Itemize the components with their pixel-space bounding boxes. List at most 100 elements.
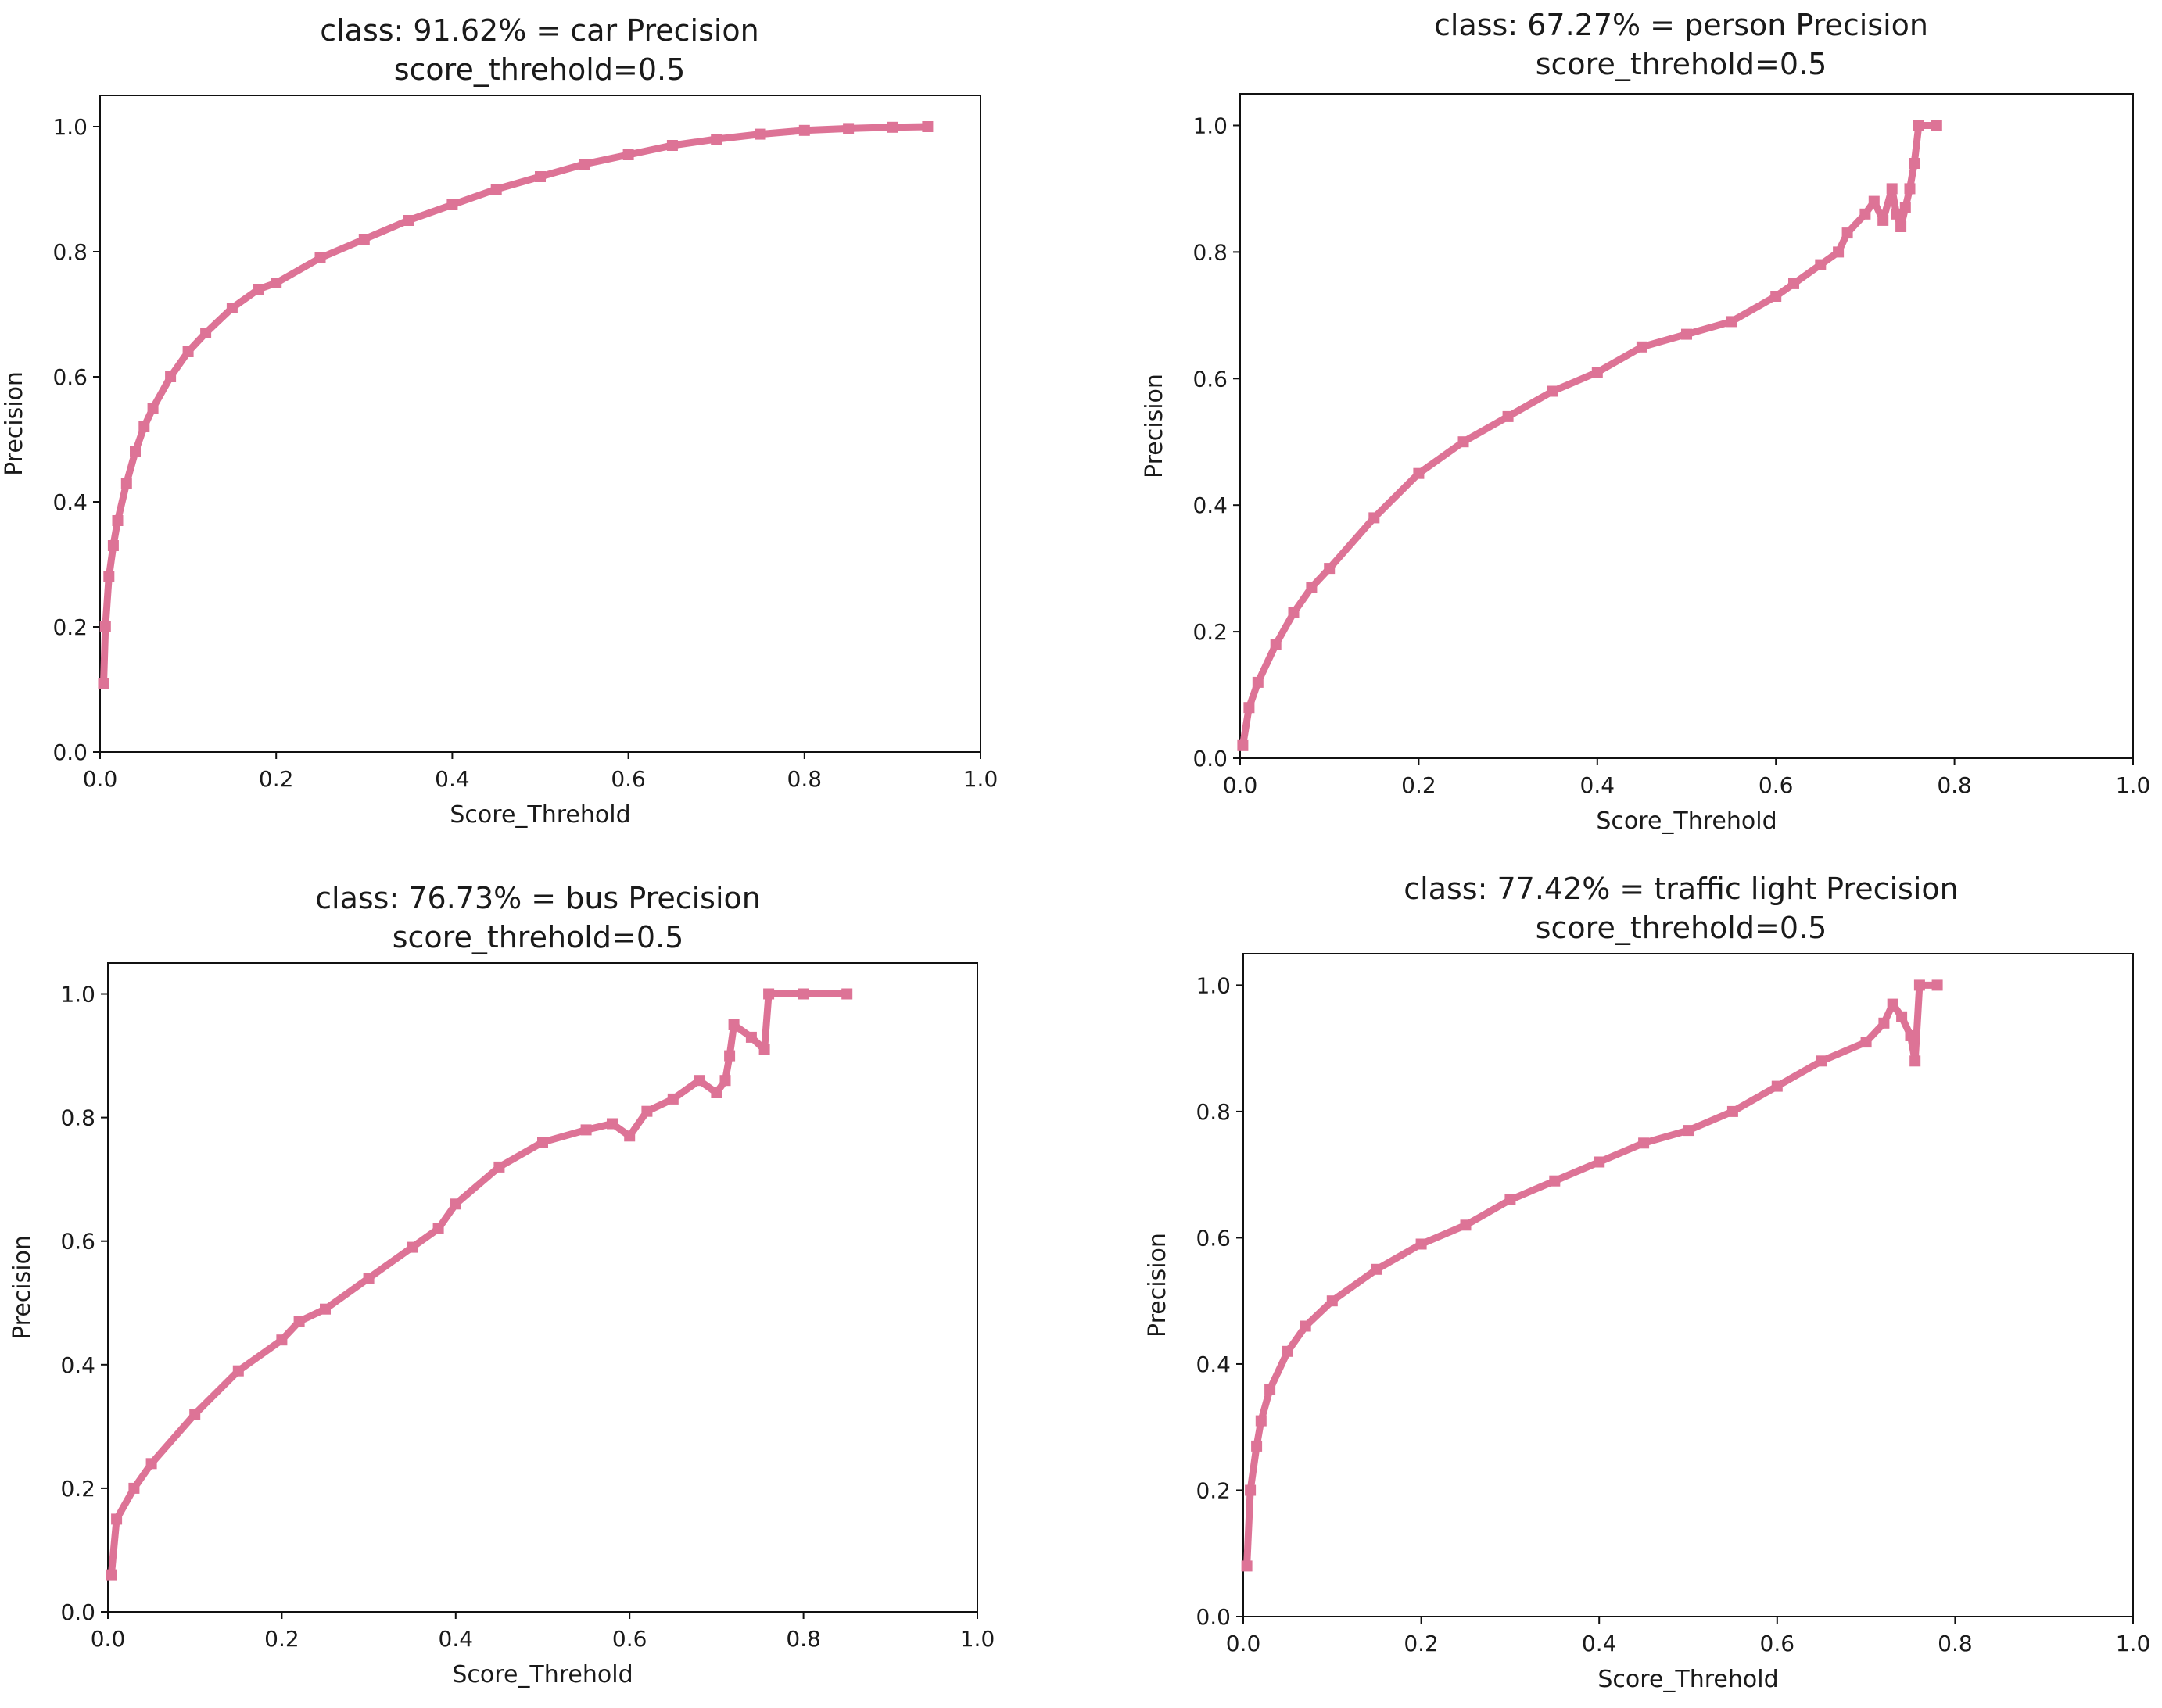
x-tick-label: 0.4 <box>439 1626 474 1652</box>
data-point <box>111 1513 123 1525</box>
x-axis-label: Score_Threhold <box>450 801 630 829</box>
data-point <box>1413 467 1425 479</box>
data-point <box>1264 1384 1276 1395</box>
data-point <box>1913 979 1925 991</box>
y-tick-label: 0.6 <box>1192 366 1228 392</box>
x-tick-label: 1.0 <box>963 766 999 792</box>
data-point <box>1683 1125 1694 1137</box>
y-tick-label: 0.0 <box>52 739 88 765</box>
chart-panel-bus: class: 76.73% = bus Precision score_threh… <box>9 881 995 1688</box>
data-point <box>1504 1194 1516 1205</box>
data-point <box>226 303 238 313</box>
chart-title: class: 91.62% = car Precision <box>320 13 759 48</box>
chart-panel-traffic-light: class: 77.42% = traffic light Precision s… <box>1144 872 2150 1693</box>
x-axis-label: Score_Threhold <box>1597 1666 1778 1693</box>
y-tick-label: 1.0 <box>1192 113 1228 138</box>
data-point <box>798 124 810 136</box>
x-tick-label: 0.4 <box>1580 772 1615 798</box>
y-tick-label: 0.6 <box>1196 1225 1231 1251</box>
y-tick-label: 0.0 <box>1196 1604 1231 1630</box>
x-tick-label: 0.6 <box>1759 772 1794 798</box>
data-point <box>1415 1238 1427 1250</box>
y-tick-label: 0.4 <box>52 489 88 515</box>
series-line-traffic-light <box>1243 981 1941 1570</box>
x-tick-label: 0.8 <box>787 766 823 792</box>
data-point <box>667 1093 679 1105</box>
data-point <box>363 1273 375 1284</box>
data-point <box>232 1365 244 1377</box>
data-point <box>758 1044 770 1055</box>
data-point <box>1243 702 1255 714</box>
data-point <box>314 252 326 263</box>
data-point <box>843 123 855 134</box>
axes-frame <box>1239 93 2134 759</box>
data-point <box>358 234 370 245</box>
x-tick-label: 0.0 <box>1226 1631 1261 1656</box>
data-point <box>106 1569 117 1581</box>
axes-frame <box>107 962 978 1613</box>
data-point <box>253 284 264 295</box>
data-point <box>1549 1175 1561 1187</box>
data-point <box>922 121 934 132</box>
x-tick-label: 0.4 <box>435 766 470 792</box>
y-axis-label: Precision <box>1 371 28 476</box>
data-point <box>147 403 159 414</box>
y-tick-label: 0.2 <box>52 614 88 640</box>
data-point <box>1726 316 1737 328</box>
y-tick-label: 0.0 <box>1192 746 1228 772</box>
data-point <box>200 328 212 338</box>
y-tick-label: 0.4 <box>60 1352 95 1378</box>
series-line-car <box>100 123 931 687</box>
data-point <box>403 215 414 226</box>
data-point <box>1638 1137 1650 1149</box>
data-point <box>711 134 722 145</box>
data-point <box>1771 1080 1783 1092</box>
data-point <box>887 121 898 133</box>
chart-title: class: 77.42% = traffic light Precision <box>1404 872 1958 906</box>
data-point <box>1905 1030 1916 1041</box>
data-point <box>112 515 124 526</box>
x-tick-label: 0.2 <box>264 1626 299 1652</box>
data-point <box>293 1316 305 1327</box>
x-tick-label: 0.6 <box>612 1626 647 1652</box>
x-tick-label: 0.8 <box>786 1626 821 1652</box>
data-point <box>580 1124 592 1136</box>
data-point <box>1241 1560 1253 1572</box>
data-point <box>99 621 111 632</box>
data-point <box>98 678 109 689</box>
data-point <box>103 571 115 582</box>
chart-panel-person: class: 67.27% = person Precision score_th… <box>1141 8 2150 835</box>
data-point <box>1460 1219 1472 1231</box>
data-point <box>666 140 678 151</box>
data-point <box>745 1031 757 1043</box>
data-point <box>1931 120 1942 131</box>
data-point <box>535 171 546 182</box>
data-point <box>1841 227 1853 239</box>
data-point <box>537 1137 548 1148</box>
y-tick-label: 1.0 <box>52 114 88 140</box>
data-point <box>1896 1011 1908 1022</box>
data-point <box>1306 582 1318 593</box>
data-point <box>138 421 150 432</box>
data-point <box>1877 214 1889 226</box>
data-point <box>1887 998 1898 1010</box>
chart-subtitle: score_threhold=0.5 <box>1536 911 1827 945</box>
data-point <box>1300 1320 1311 1332</box>
data-point <box>145 1458 157 1470</box>
data-point <box>165 371 177 382</box>
data-point <box>320 1303 331 1315</box>
axes-frame <box>1242 953 2134 1617</box>
data-point <box>1909 158 1920 169</box>
data-point <box>579 159 590 170</box>
data-point <box>841 988 853 1000</box>
data-point <box>128 1482 140 1494</box>
data-point <box>1891 208 1902 220</box>
data-point <box>724 1050 736 1062</box>
data-point <box>490 184 502 195</box>
y-tick-label: 1.0 <box>60 982 95 1008</box>
data-point <box>1681 328 1692 340</box>
data-point <box>1913 120 1924 131</box>
x-axis-label: Score_Threhold <box>452 1661 633 1688</box>
